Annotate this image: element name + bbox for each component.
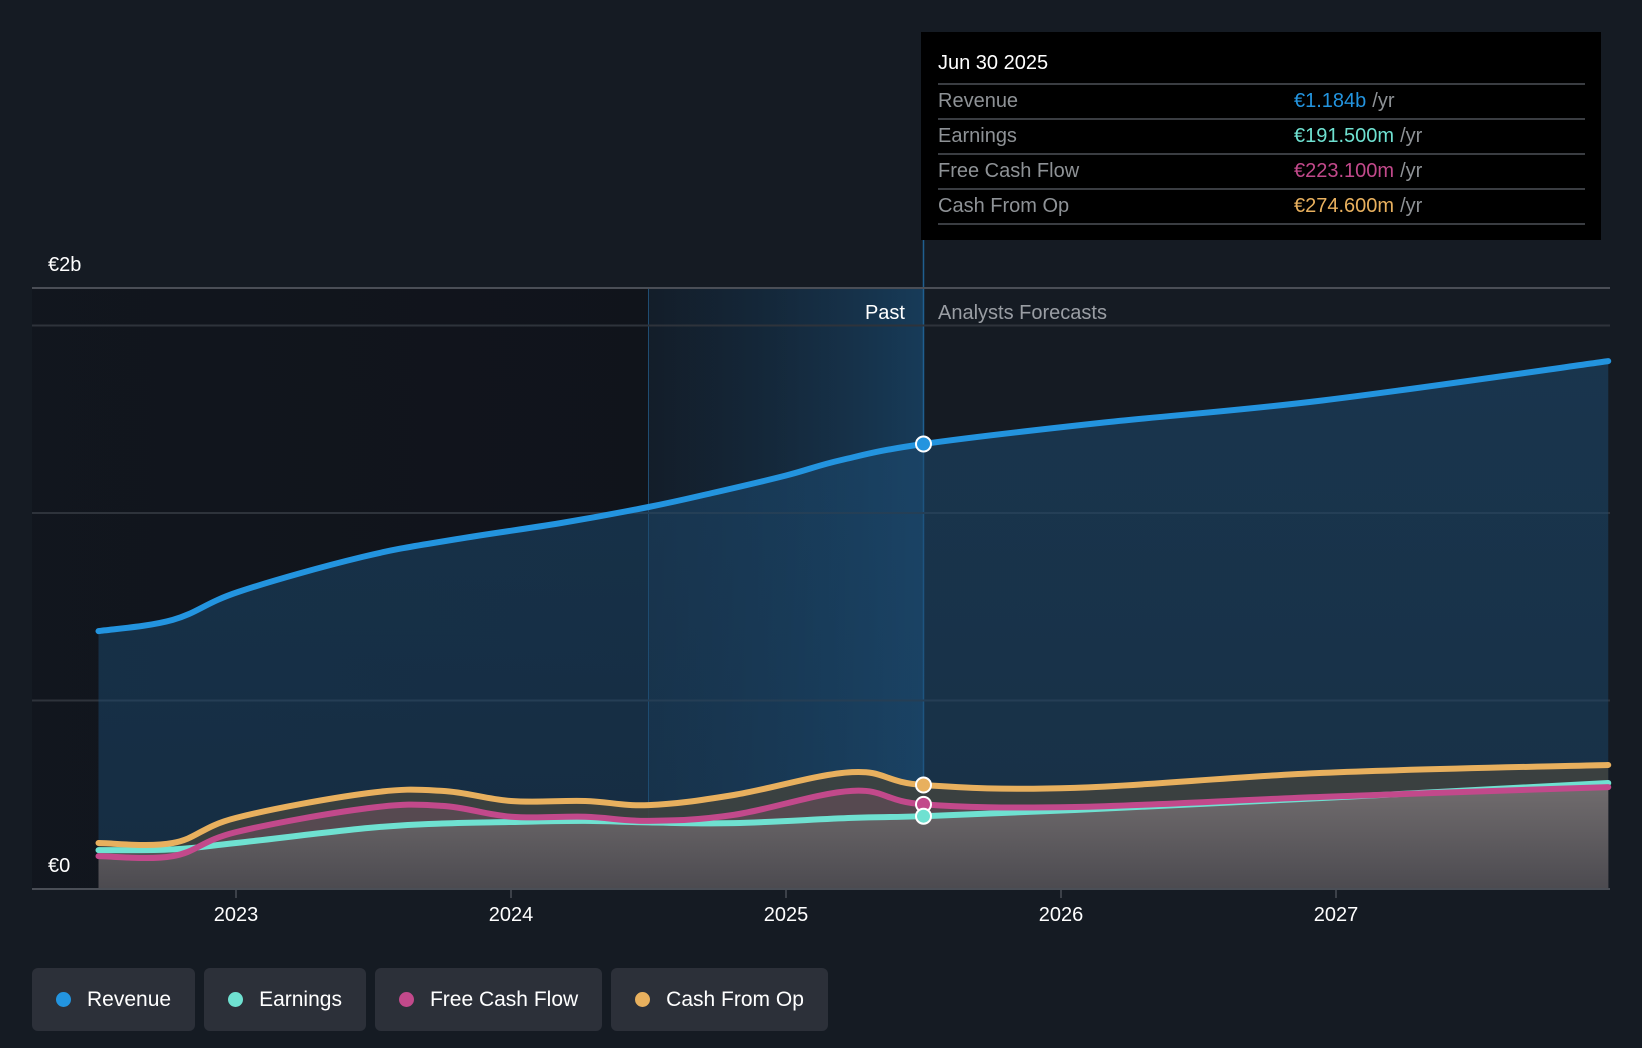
earnings-area — [98, 783, 1609, 888]
tooltip-row-revenue: Revenue €1.184b /yr — [938, 85, 1585, 120]
tooltip-row-earnings: Earnings €191.500m /yr — [938, 120, 1585, 155]
tooltip-date: Jun 30 2025 — [938, 46, 1585, 85]
y-tick-label-max: €2b — [48, 254, 81, 276]
revenue-line — [95, 358, 1612, 635]
x-tick-label: 2027 — [1314, 904, 1359, 926]
legend-label: Cash From Op — [666, 987, 804, 1011]
tooltip-value: €1.184b — [1294, 90, 1367, 112]
revenue-area — [98, 361, 1609, 888]
tooltip-row-cash-from-op: Cash From Op €274.600m /yr — [938, 190, 1585, 225]
tooltip-unit: /yr — [1400, 195, 1423, 217]
tooltip: Jun 30 2025 Revenue €1.184b /yr Earnings… — [921, 32, 1601, 240]
tooltip-row-free-cash-flow: Free Cash Flow €223.100m /yr — [938, 155, 1585, 190]
cash-from-op-line — [95, 762, 1612, 849]
legend-label: Free Cash Flow — [429, 987, 579, 1011]
forecast-region-label: Analysts Forecasts — [938, 302, 1107, 324]
tooltip-value: €223.100m — [1294, 160, 1395, 182]
legend-item-earnings[interactable]: Earnings — [204, 968, 366, 1031]
tooltip-unit: /yr — [1400, 125, 1423, 147]
tooltip-unit: /yr — [1400, 160, 1423, 182]
x-tick-label: 2024 — [489, 904, 534, 926]
legend-item-cash-from-op[interactable]: Cash From Op — [611, 968, 828, 1031]
cash-from-op-dot-icon — [635, 992, 651, 1007]
tooltip-value: €191.500m — [1294, 125, 1395, 147]
revenue-marker — [915, 435, 932, 453]
earnings-marker — [915, 807, 932, 825]
revenue-dot-icon — [56, 992, 71, 1007]
y-tick-label-zero: €0 — [48, 855, 70, 877]
x-tick-label: 2023 — [214, 904, 259, 926]
free-cash-flow-dot-icon — [398, 992, 414, 1007]
legend-label: Revenue — [87, 987, 172, 1011]
past-region-label: Past — [865, 302, 905, 324]
free-cash-flow-line — [95, 784, 1612, 862]
legend-label: Earnings — [259, 987, 342, 1011]
tooltip-unit: /yr — [1372, 90, 1395, 112]
legend: Revenue Earnings Free Cash Flow Cash Fro… — [32, 968, 828, 1031]
tooltip-label: Revenue — [938, 90, 1019, 112]
legend-item-free-cash-flow[interactable]: Free Cash Flow — [374, 968, 603, 1031]
x-tick-label: 2026 — [1039, 904, 1084, 926]
tooltip-value: €274.600m — [1294, 195, 1395, 217]
earnings-dot-icon — [228, 992, 244, 1007]
cash-from-op-marker — [915, 776, 932, 794]
tooltip-label: Cash From Op — [938, 195, 1070, 217]
tooltip-label: Earnings — [938, 125, 1017, 147]
legend-item-revenue[interactable]: Revenue — [32, 968, 196, 1031]
tooltip-label: Free Cash Flow — [938, 160, 1080, 182]
x-tick-label: 2025 — [764, 904, 809, 926]
